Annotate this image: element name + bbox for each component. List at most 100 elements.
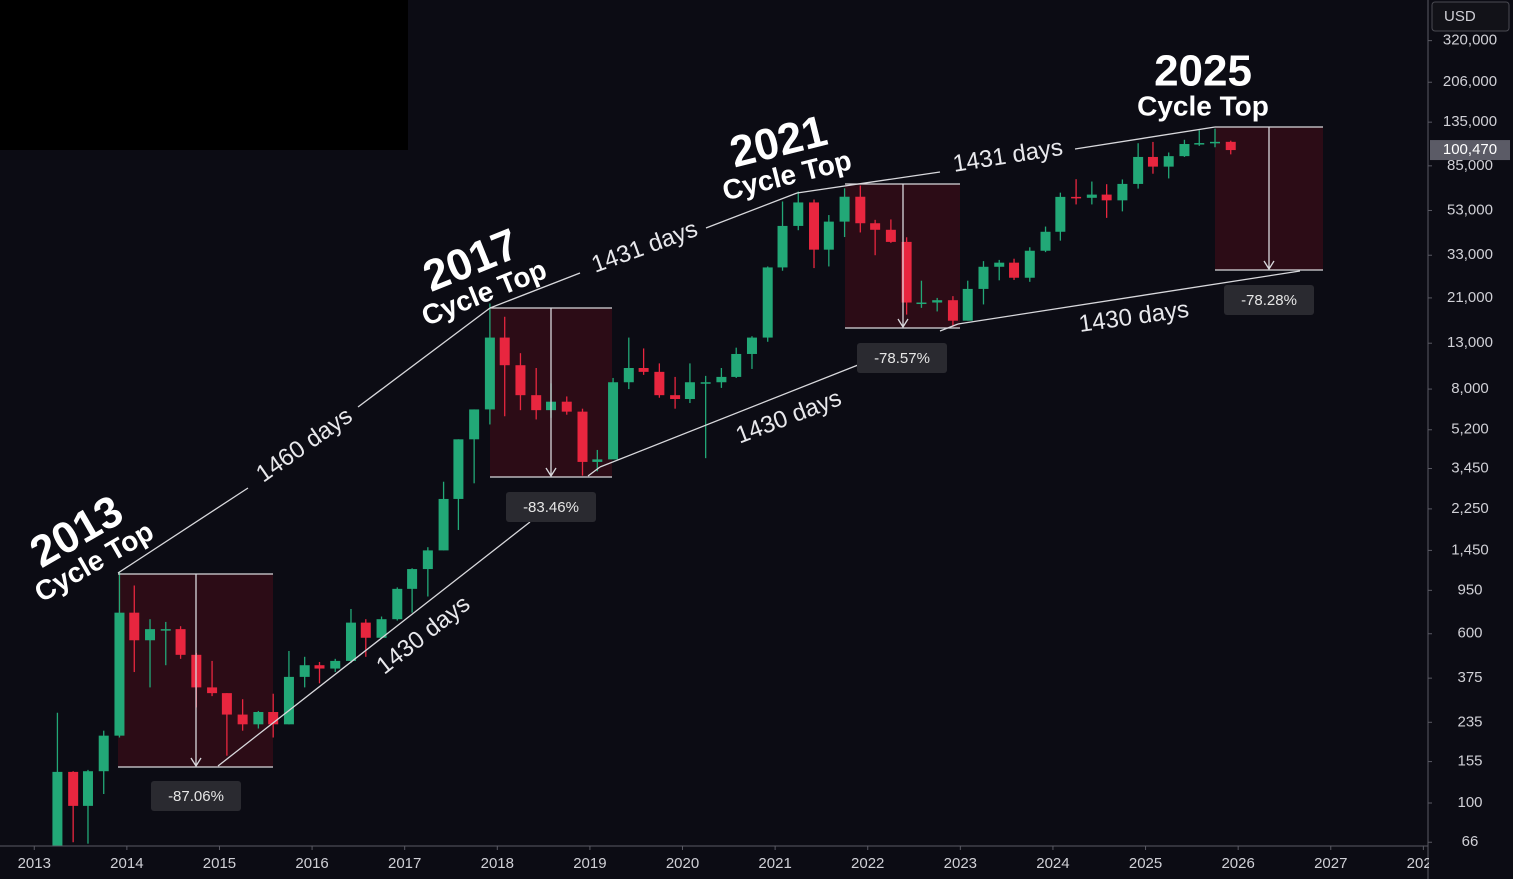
currency-button[interactable] bbox=[1431, 1, 1510, 32]
candle-body bbox=[1225, 141, 1236, 151]
candle-body bbox=[52, 771, 63, 879]
candle-body bbox=[777, 225, 788, 268]
x-tick-label: 2023 bbox=[944, 855, 977, 872]
y-tick-label: 21,000 bbox=[1447, 289, 1493, 306]
candle-body bbox=[932, 300, 943, 303]
y-tick-label: 13,000 bbox=[1447, 334, 1493, 351]
candle-body bbox=[129, 612, 140, 641]
candle-body bbox=[561, 401, 572, 412]
candle-body bbox=[978, 266, 989, 289]
candle-body bbox=[1040, 231, 1051, 251]
x-tick-label: 2016 bbox=[295, 855, 328, 872]
candle-body bbox=[916, 302, 927, 305]
y-tick-label: 206,000 bbox=[1443, 73, 1497, 90]
y-tick-label: 135,000 bbox=[1443, 113, 1497, 130]
candle-body bbox=[700, 382, 711, 384]
candle-body bbox=[283, 676, 294, 725]
candle-body bbox=[360, 622, 371, 638]
x-tick-label: 2015 bbox=[203, 855, 236, 872]
candle-body bbox=[1055, 196, 1066, 232]
currency-label: USD bbox=[1444, 8, 1476, 25]
y-tick-label: 3,450 bbox=[1451, 459, 1489, 476]
candle-body bbox=[1009, 262, 1020, 278]
candle-body bbox=[855, 196, 866, 224]
x-tick-label: 2022 bbox=[851, 855, 884, 872]
trend-line bbox=[796, 126, 1216, 194]
cycle-year: 2025 bbox=[1154, 47, 1252, 96]
drawdown-label: -83.46% bbox=[523, 499, 579, 516]
candle-body bbox=[1101, 194, 1112, 201]
candle-body bbox=[314, 665, 325, 669]
y-tick-label: 33,000 bbox=[1447, 246, 1493, 263]
candle-body bbox=[731, 353, 742, 377]
candle-body bbox=[823, 221, 834, 250]
y-tick-label: 600 bbox=[1457, 625, 1482, 642]
x-tick-label: 2014 bbox=[110, 855, 143, 872]
candle-body bbox=[345, 622, 356, 661]
drawdown-guide bbox=[845, 183, 960, 329]
candle-body bbox=[654, 371, 665, 396]
candle-body bbox=[870, 223, 881, 230]
candle-body bbox=[839, 196, 850, 222]
y-tick-label: 1,450 bbox=[1451, 541, 1489, 558]
candle-body bbox=[994, 262, 1005, 267]
candle-body bbox=[608, 382, 619, 460]
candle-body bbox=[330, 660, 341, 669]
x-tick-label: 2024 bbox=[1036, 855, 1069, 872]
candle-body bbox=[1071, 196, 1082, 199]
candle-body bbox=[160, 629, 171, 631]
trend-line bbox=[489, 192, 798, 309]
last-price-box bbox=[1430, 140, 1510, 161]
time-axis-panel bbox=[0, 846, 1513, 879]
candle-body bbox=[762, 267, 773, 338]
price-axis-cover bbox=[1429, 847, 1513, 879]
candle-body bbox=[453, 439, 464, 499]
cycle-text: Cycle Top bbox=[1137, 90, 1269, 121]
y-tick-label: 375 bbox=[1457, 669, 1482, 686]
x-tick-label: 2018 bbox=[481, 855, 514, 872]
x-tick-label: 2020 bbox=[666, 855, 699, 872]
candle-body bbox=[592, 459, 603, 462]
y-tick-label: 66 bbox=[1462, 833, 1479, 850]
candle-body bbox=[175, 629, 186, 655]
last-price-label: 100,470 bbox=[1443, 141, 1497, 158]
x-tick-label: 2027 bbox=[1314, 855, 1347, 872]
y-tick-label: 235 bbox=[1457, 713, 1482, 730]
trend-line bbox=[117, 307, 491, 574]
candle-body bbox=[1210, 141, 1221, 144]
candle-body bbox=[670, 395, 681, 400]
drawdown-badge bbox=[857, 343, 947, 373]
candle-body bbox=[684, 382, 695, 400]
price-axis-panel bbox=[1428, 0, 1513, 879]
drawdown-badge bbox=[151, 781, 241, 811]
candle-body bbox=[1194, 143, 1205, 145]
candle-body bbox=[207, 687, 218, 694]
candle-body bbox=[68, 771, 79, 806]
candle-body bbox=[901, 241, 912, 303]
candle-body bbox=[145, 629, 156, 641]
candle-body bbox=[268, 712, 279, 725]
candle-body bbox=[947, 300, 958, 321]
candle-body bbox=[376, 619, 387, 638]
candle-body bbox=[746, 337, 757, 354]
candle-body bbox=[114, 612, 125, 736]
candle-body bbox=[809, 202, 820, 250]
x-tick-label: 2026 bbox=[1221, 855, 1254, 872]
y-tick-label: 950 bbox=[1457, 581, 1482, 598]
candle-body bbox=[82, 771, 93, 806]
candle-body bbox=[531, 395, 542, 411]
y-tick-label: 2,250 bbox=[1451, 500, 1489, 517]
candle-body bbox=[392, 588, 403, 620]
candle-body bbox=[98, 735, 109, 772]
candle-body bbox=[221, 693, 232, 715]
candle-body bbox=[1086, 194, 1097, 198]
candles bbox=[52, 128, 1236, 879]
candle-body bbox=[469, 409, 480, 440]
y-tick-label: 5,200 bbox=[1451, 421, 1489, 438]
candle-body bbox=[1117, 183, 1128, 201]
